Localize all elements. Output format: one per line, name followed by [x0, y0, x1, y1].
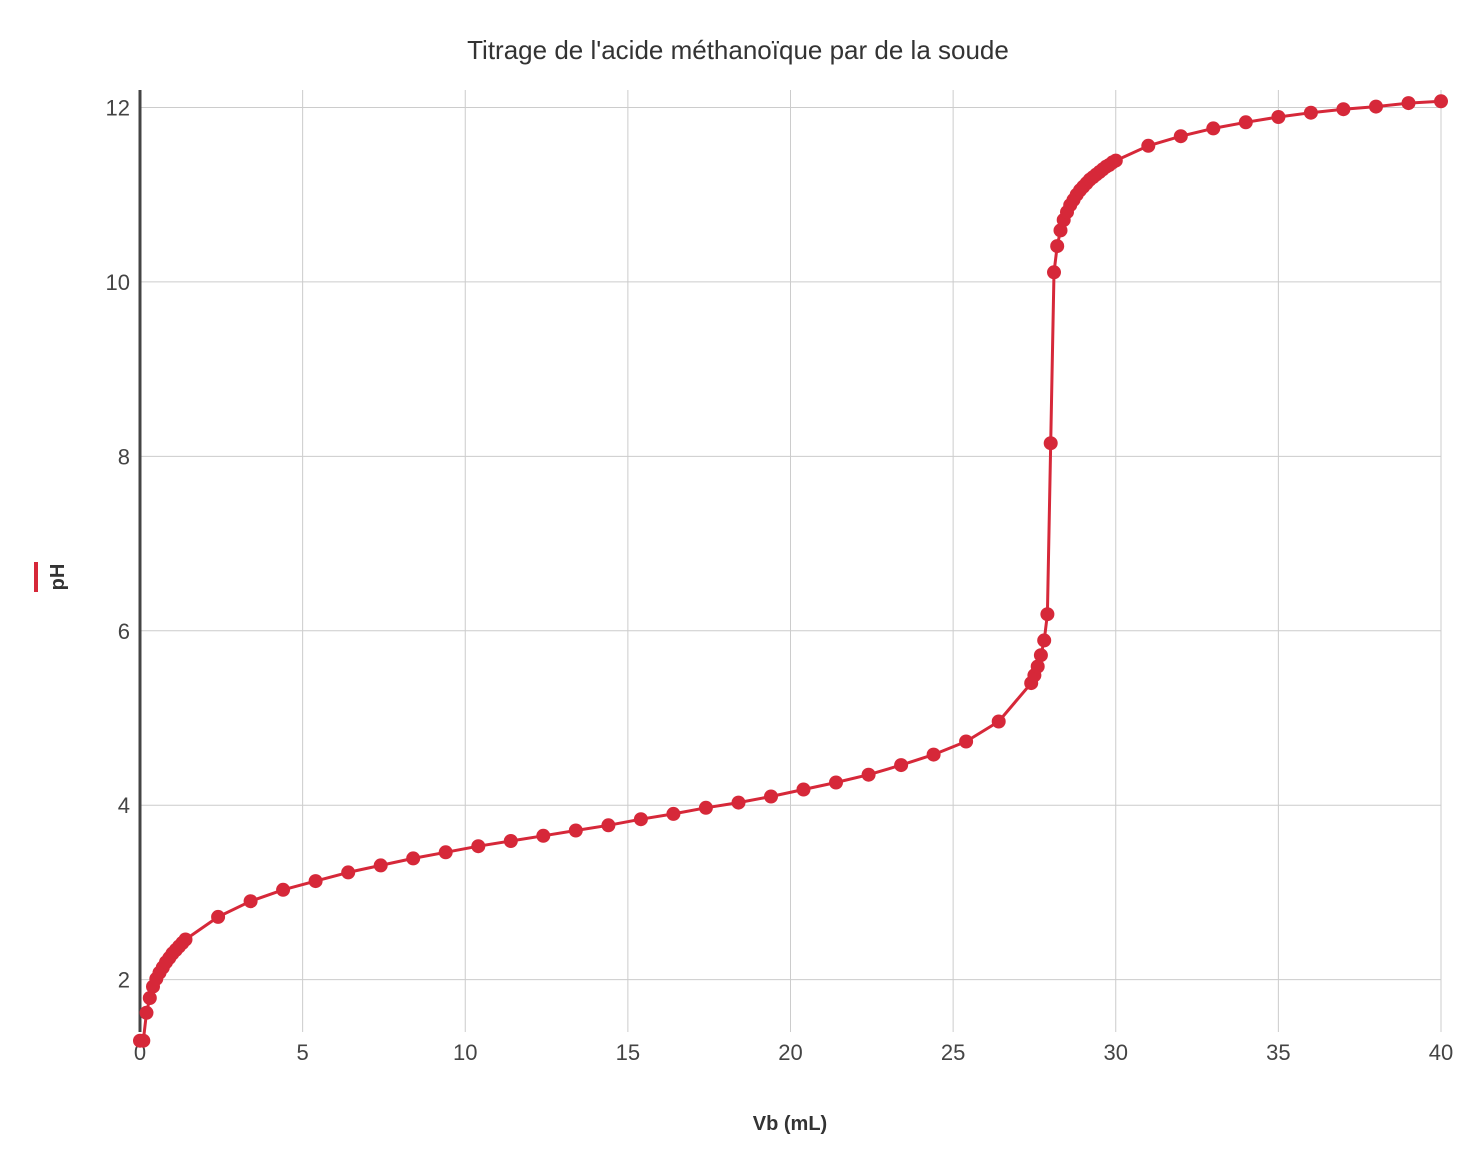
data-point [861, 767, 876, 782]
data-point [1206, 121, 1221, 136]
data-point [633, 812, 648, 827]
data-point [991, 714, 1006, 729]
y-tick-label: 2 [118, 968, 130, 993]
x-tick-label: 15 [616, 1040, 640, 1065]
data-point [341, 865, 356, 880]
x-tick-label: 10 [453, 1040, 477, 1065]
data-point [438, 845, 453, 860]
x-tick-label: 25 [941, 1040, 965, 1065]
data-point [894, 758, 909, 773]
data-point [1037, 633, 1052, 648]
data-point [1033, 648, 1048, 663]
data-point [1369, 99, 1383, 114]
data-point [136, 1033, 151, 1048]
data-point [926, 747, 941, 762]
y-tick-label: 8 [118, 444, 130, 469]
data-point [1238, 115, 1253, 130]
x-tick-label: 30 [1104, 1040, 1128, 1065]
y-axis-label: pH [47, 564, 69, 591]
data-point [1040, 607, 1055, 622]
y-tick-label: 6 [118, 619, 130, 644]
data-point [142, 991, 157, 1005]
data-point [503, 834, 518, 848]
data-point [1043, 436, 1058, 451]
series-ph [133, 94, 1448, 1048]
data-point [1050, 239, 1065, 254]
y-axis-color-marker [34, 562, 38, 592]
grid [139, 90, 1442, 1032]
data-point [1401, 96, 1416, 111]
data-point [373, 858, 388, 873]
data-point [568, 823, 583, 838]
data-point [1047, 265, 1061, 280]
y-tick-label: 10 [106, 270, 130, 295]
data-point [1141, 138, 1156, 153]
data-point [243, 894, 258, 909]
data-point [471, 839, 486, 854]
data-point [959, 734, 974, 749]
data-point [829, 775, 843, 790]
y-axis-title: pH [34, 562, 69, 592]
x-tick-label: 35 [1266, 1040, 1290, 1065]
data-point [1303, 105, 1318, 120]
x-axis: 0 5 10 15 20 25 30 35 40 [134, 1040, 1453, 1065]
x-tick-label: 5 [297, 1040, 309, 1065]
x-axis-label: Vb (mL) [753, 1113, 827, 1135]
data-point [1108, 153, 1123, 168]
data-point [796, 782, 811, 797]
y-tick-label: 12 [106, 95, 130, 120]
data-point [139, 1005, 154, 1020]
x-tick-label: 40 [1429, 1040, 1453, 1065]
data-point [1030, 659, 1045, 674]
data-point [601, 818, 616, 833]
x-tick-label: 20 [778, 1040, 802, 1065]
data-point [1336, 102, 1351, 117]
data-point [764, 789, 778, 804]
data-point [276, 882, 291, 897]
data-point [731, 795, 746, 810]
data-point [1271, 110, 1286, 124]
data-point [536, 828, 551, 843]
y-tick-label: 4 [118, 793, 130, 818]
data-point [1173, 129, 1188, 144]
data-point [666, 806, 681, 821]
data-point [211, 909, 226, 924]
data-point [1434, 94, 1448, 109]
data-point [178, 932, 193, 947]
y-axis: 2 4 6 8 10 12 [106, 90, 142, 1032]
chart-title: Titrage de l'acide méthanoïque par de la… [467, 35, 1009, 65]
data-point [406, 851, 421, 866]
data-point [698, 800, 713, 815]
data-point [308, 874, 323, 889]
